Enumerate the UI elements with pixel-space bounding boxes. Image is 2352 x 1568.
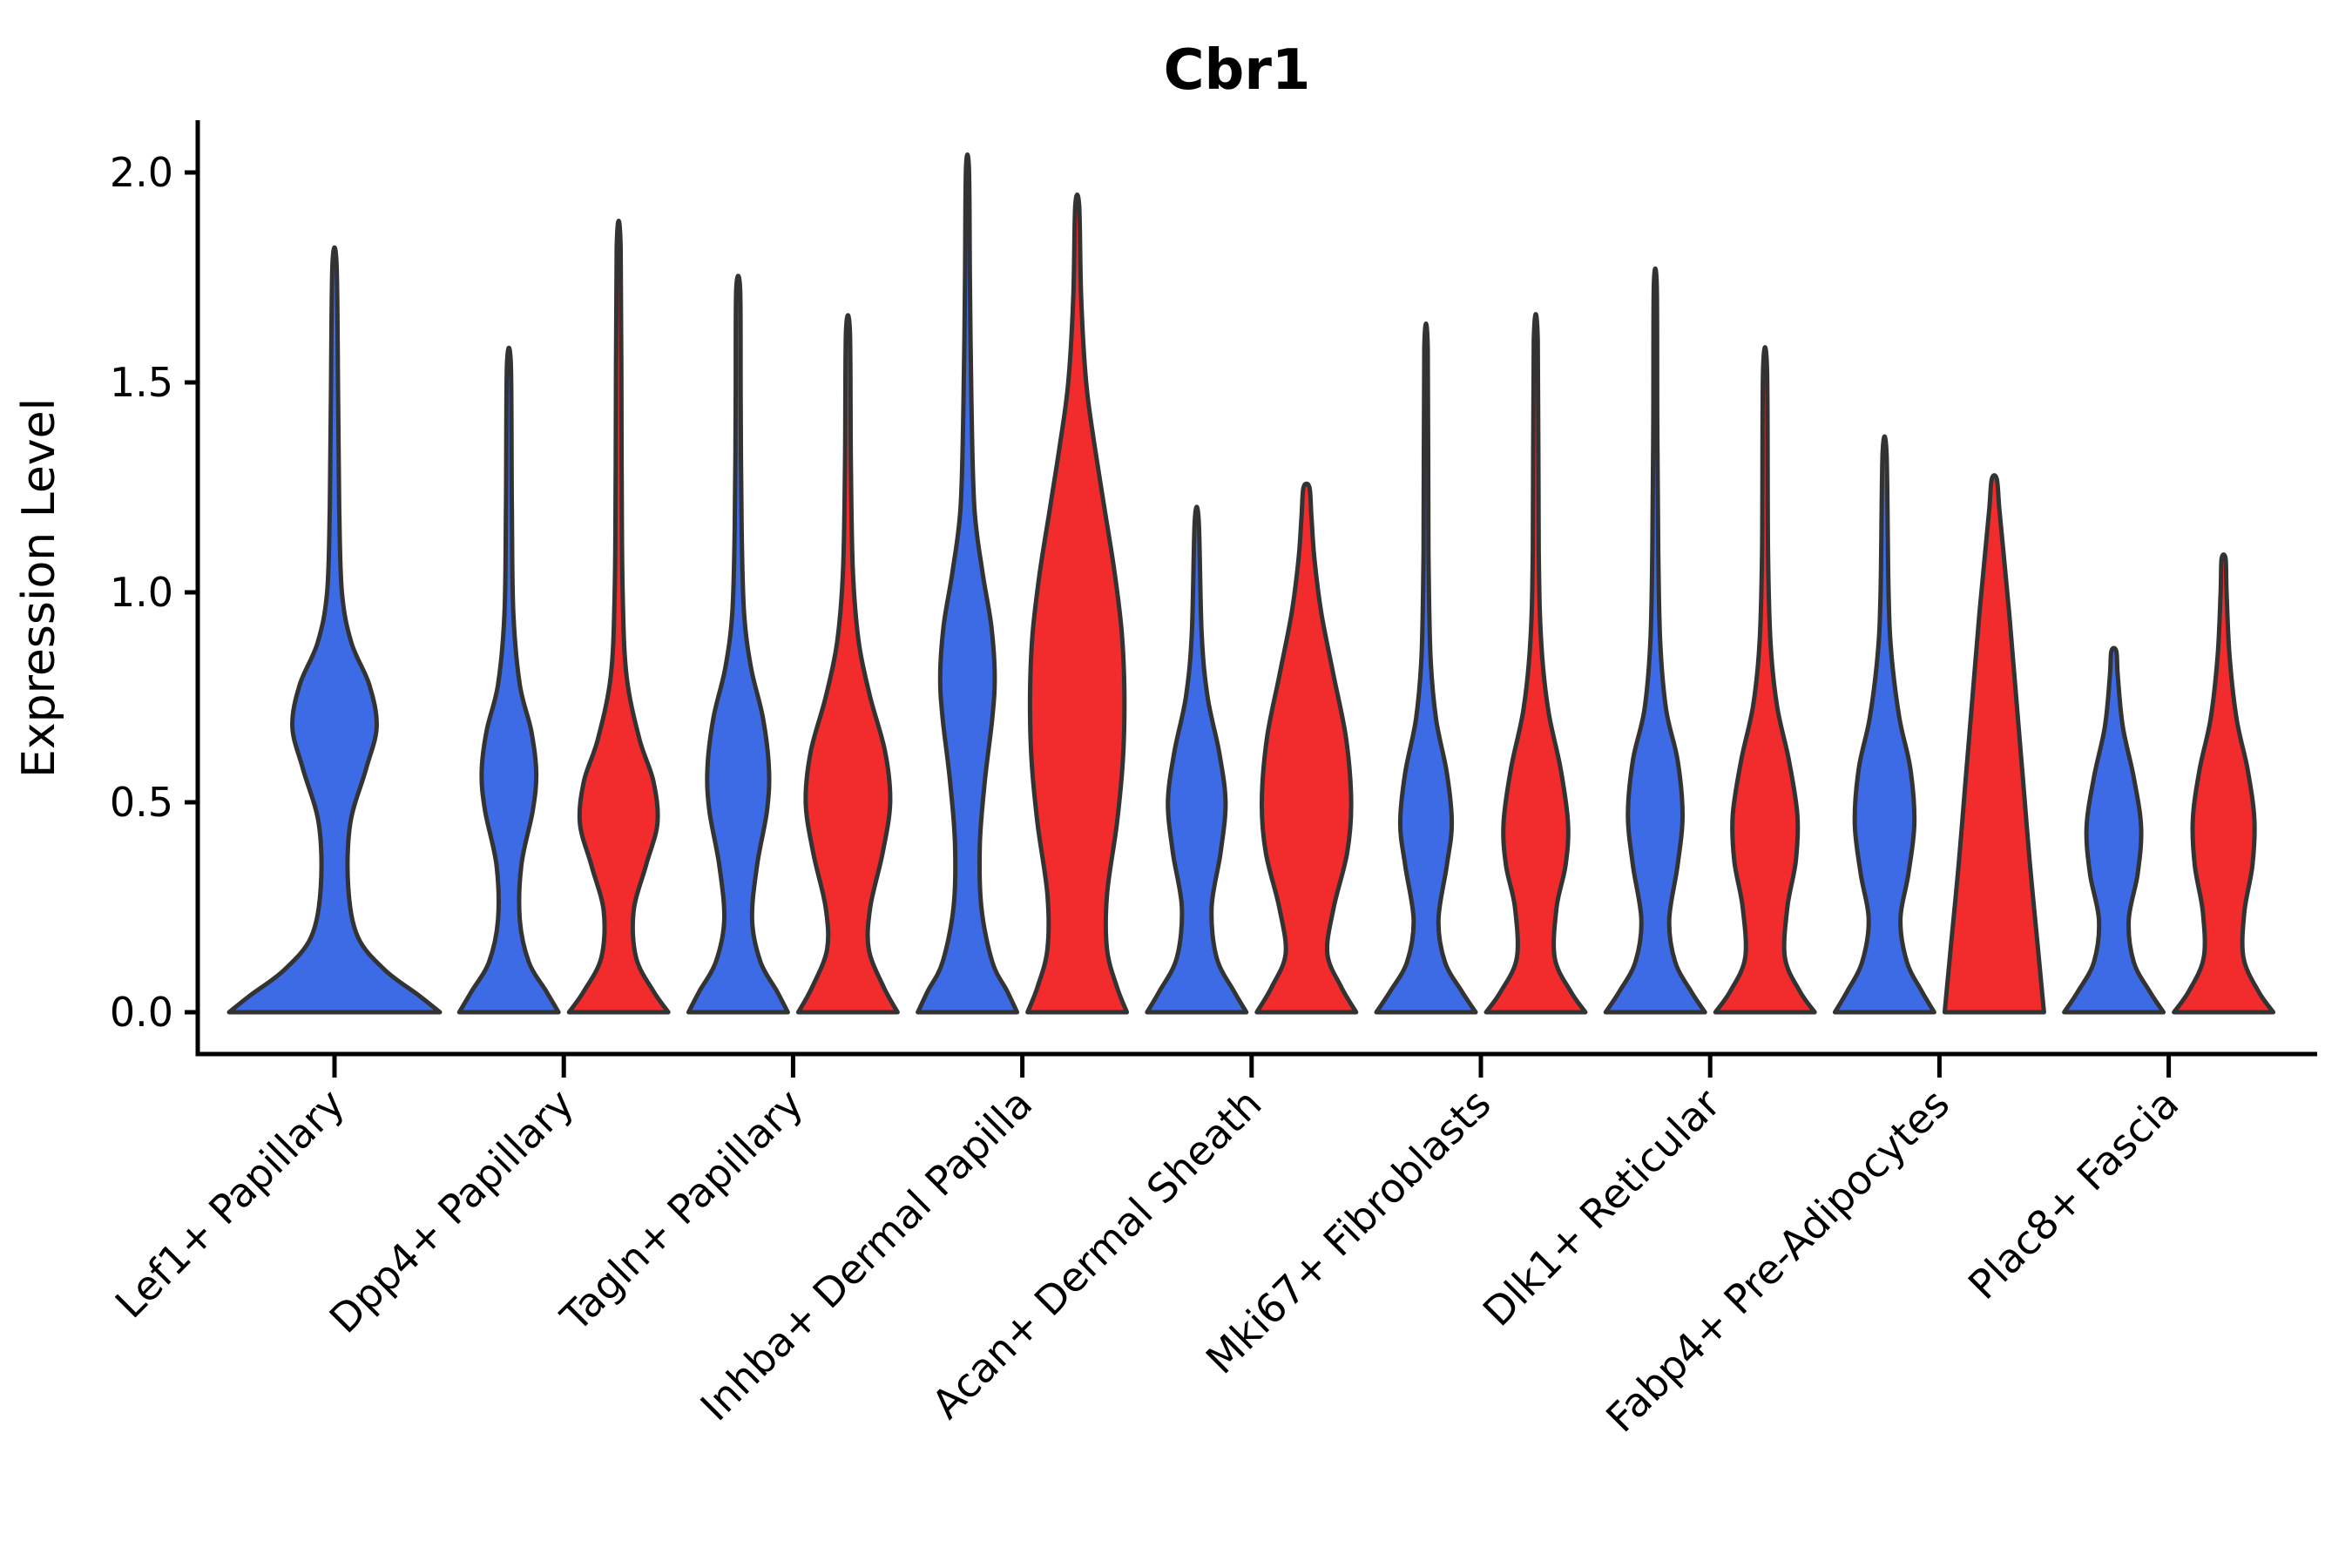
violin-blue-9 (2062, 645, 2166, 1015)
violin-red-9 (2172, 552, 2276, 1015)
x-category-label: Tagln+ Papillary (551, 1080, 813, 1342)
violin-blue-8 (1832, 434, 1936, 1015)
violin-red-8 (1942, 473, 2046, 1015)
x-category-label: Dlk1+ Reticular (1474, 1080, 1729, 1335)
chart-title: Cbr1 (1164, 38, 1311, 103)
axes-layer (185, 120, 2317, 1078)
violin-red-5 (1254, 481, 1359, 1015)
violin-red-4 (1025, 192, 1130, 1015)
violin-blue-2 (456, 345, 561, 1015)
violin-blue-6 (1374, 321, 1478, 1015)
violins-layer (226, 152, 2276, 1015)
x-category-label: Plac8+ Fascia (1959, 1080, 2187, 1308)
violin-red-3 (795, 313, 900, 1015)
y-axis-label: Expression Level (13, 398, 65, 778)
y-tick-label: 0.0 (110, 989, 173, 1036)
x-category-label: Dpp4+ Papillary (321, 1080, 583, 1342)
violin-blue-1 (226, 245, 443, 1015)
violin-red-7 (1713, 345, 1817, 1015)
y-tick-label: 1.5 (110, 359, 173, 406)
violin-blue-4 (916, 152, 1020, 1015)
y-tick-label: 2.0 (110, 149, 173, 196)
violin-blue-5 (1145, 504, 1249, 1015)
violin-blue-3 (686, 274, 790, 1015)
y-tick-label: 0.5 (110, 779, 173, 826)
x-category-label: Lef1+ Papillary (106, 1080, 354, 1328)
violin-red-6 (1484, 312, 1588, 1015)
violin-blue-7 (1603, 266, 1707, 1015)
y-tick-label: 1.0 (110, 569, 173, 616)
violin-red-2 (566, 218, 671, 1015)
